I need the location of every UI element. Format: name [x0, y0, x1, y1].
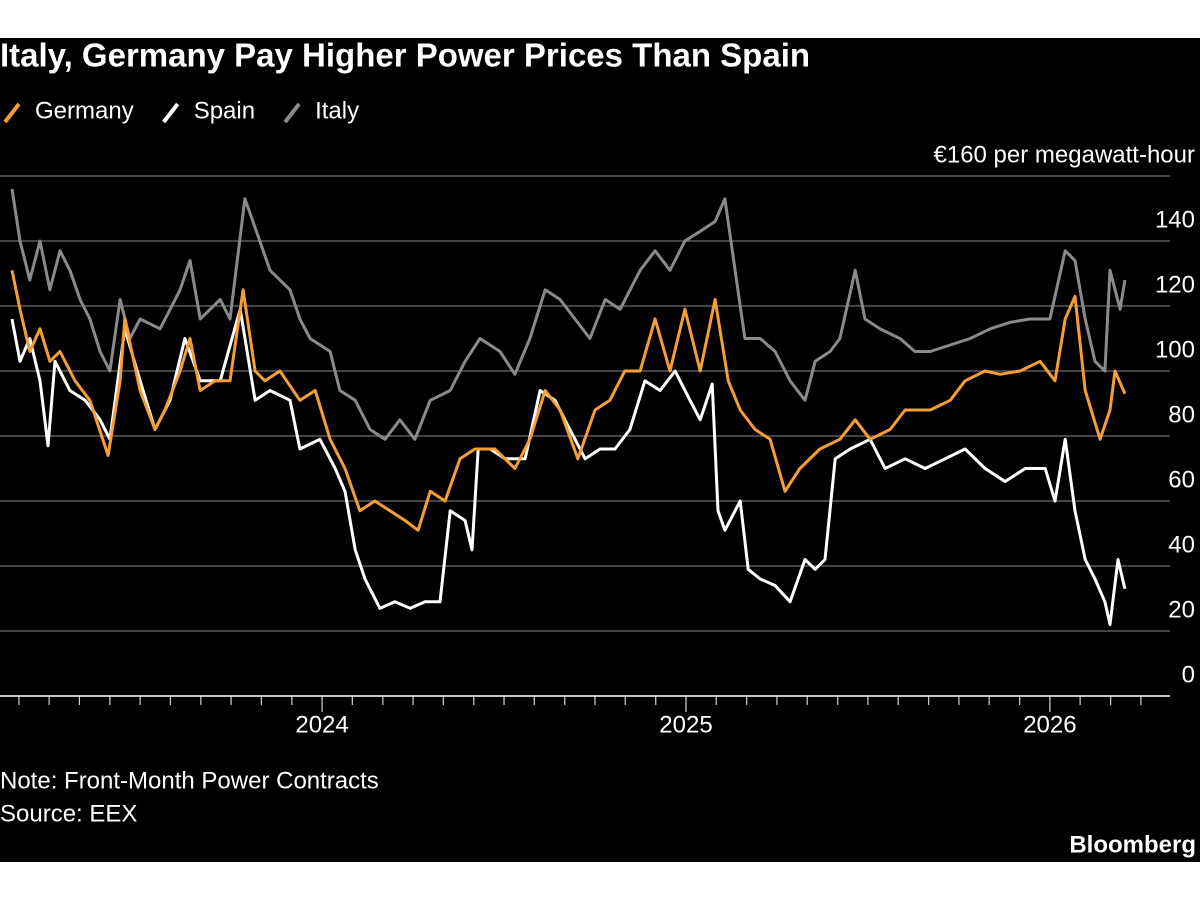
legend-label: Spain — [194, 97, 255, 124]
y-tick-label: 40 — [1168, 531, 1195, 558]
y-tick-label: 140 — [1155, 206, 1195, 233]
y-tick-label: €160 per megawatt-hour — [934, 141, 1196, 168]
y-tick-label: 60 — [1168, 466, 1195, 493]
series-line — [10, 307, 1127, 626]
legend-label: Germany — [35, 97, 134, 124]
note: Note: Front-Month Power Contracts — [0, 767, 379, 794]
y-tick-label: 120 — [1155, 271, 1195, 298]
y-tick-label: 100 — [1155, 336, 1195, 363]
legend-icon — [3, 102, 21, 124]
brand: Bloomberg — [1069, 831, 1196, 858]
legend-icon — [162, 102, 180, 124]
x-tick-label: 2024 — [295, 711, 348, 738]
y-tick-label: 0 — [1182, 661, 1195, 688]
legend-label: Italy — [315, 97, 359, 124]
x-tick-label: 2025 — [659, 711, 712, 738]
x-tick-label: 2026 — [1023, 711, 1076, 738]
chart-title: Italy, Germany Pay Higher Power Prices T… — [0, 37, 810, 74]
y-tick-label: 80 — [1168, 401, 1195, 428]
series-line — [10, 188, 1127, 441]
source: Source: EEX — [0, 800, 137, 827]
series-line — [10, 269, 1127, 532]
legend-icon — [283, 102, 301, 124]
y-tick-label: 20 — [1168, 596, 1195, 623]
